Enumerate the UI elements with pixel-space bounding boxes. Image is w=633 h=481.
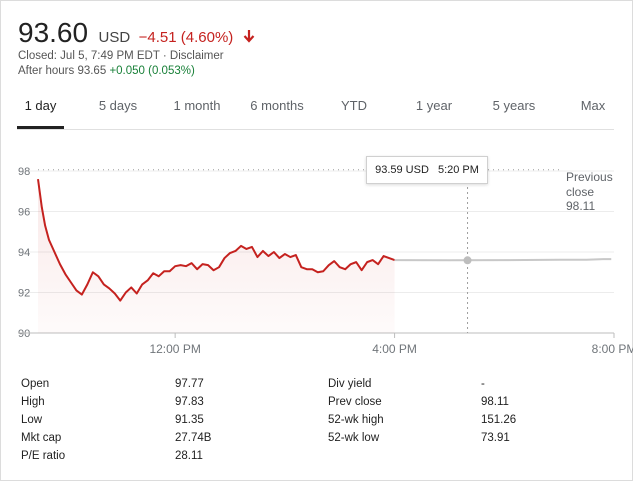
- stat-value: 27.74B: [175, 432, 212, 444]
- y-tick-label: 94: [18, 247, 30, 259]
- after-hours-change: +0.050 (0.053%): [109, 65, 195, 77]
- stat-label: Div yield: [328, 378, 372, 390]
- previous-close-label: Previous close 98.11: [566, 170, 613, 214]
- tab-6-months[interactable]: 6 months: [250, 98, 304, 113]
- y-tick-label: 90: [18, 328, 30, 340]
- closed-text: Closed: Jul 5, 7:49 PM EDT · Disclaimer: [18, 50, 224, 62]
- hover-point: [463, 256, 472, 265]
- tooltip-price: 93.59 USD: [375, 164, 429, 176]
- after-hours-price: After hours 93.65: [18, 65, 107, 77]
- tab-1-month[interactable]: 1 month: [173, 98, 221, 113]
- after-hours-row: After hours 93.65 +0.050 (0.053%): [18, 65, 195, 77]
- tab-1-year[interactable]: 1 year: [415, 98, 453, 113]
- previous-close-line1: Previous: [566, 170, 613, 184]
- price-header: 93.60 USD −4.51 (4.60%): [18, 17, 255, 49]
- tab-1-day[interactable]: 1 day: [24, 98, 57, 113]
- stat-value: 98.11: [481, 396, 509, 408]
- tab-5-years[interactable]: 5 years: [492, 98, 536, 113]
- range-tabs: 1 day 5 days 1 month 6 months YTD 1 year…: [0, 95, 631, 130]
- stat-value: 28.11: [175, 450, 203, 462]
- stat-value: 73.91: [481, 432, 510, 444]
- stat-label: 52-wk low: [328, 432, 380, 444]
- stat-label: Mkt cap: [21, 432, 62, 444]
- price-line-after-hours: [394, 258, 612, 262]
- x-tick-label: 4:00 PM: [372, 342, 417, 356]
- stat-value: 97.77: [175, 378, 204, 390]
- price-chart[interactable]: 98 96 94 92 90 12:00 PM 4:00 PM 8:00 PM: [0, 140, 633, 365]
- stat-label: Low: [21, 414, 43, 426]
- price-line-regular: [37, 178, 395, 302]
- currency-label: USD: [98, 29, 131, 46]
- y-tick-label: 92: [18, 288, 30, 300]
- tab-ytd[interactable]: YTD: [341, 98, 367, 113]
- stat-label: Open: [21, 378, 50, 390]
- stat-label: High: [21, 396, 45, 408]
- market-status: Closed: Jul 5, 7:49 PM EDT · Disclaimer: [18, 50, 224, 62]
- tab-5-days[interactable]: 5 days: [98, 98, 138, 113]
- previous-close-line2: close: [566, 184, 595, 199]
- stat-label: P/E ratio: [21, 450, 66, 462]
- stat-value: 151.26: [481, 414, 517, 426]
- x-tick-label: 8:00 PM: [592, 342, 633, 356]
- current-price: 93.60: [18, 17, 89, 48]
- y-tick-label: 98: [18, 166, 30, 178]
- stat-label: 52-wk high: [328, 414, 384, 426]
- stat-value: 91.35: [175, 414, 204, 426]
- price-change: −4.51 (4.60%): [138, 29, 234, 46]
- tabs-divider: [17, 129, 614, 130]
- x-tick-label: 12:00 PM: [149, 342, 200, 356]
- previous-close-value: 98.11: [566, 199, 596, 213]
- active-tab-indicator: [17, 126, 64, 129]
- stat-label: Prev close: [328, 396, 382, 408]
- y-tick-label: 96: [18, 207, 30, 219]
- tooltip-time: 5:20 PM: [437, 164, 479, 176]
- tab-max[interactable]: Max: [580, 98, 606, 113]
- stat-value: -: [481, 378, 485, 390]
- chart-tooltip: 93.59 USD 5:20 PM: [366, 156, 488, 184]
- arrow-down-icon: [243, 30, 255, 43]
- price-area-fill: [38, 179, 395, 333]
- stat-value: 97.83: [175, 396, 204, 408]
